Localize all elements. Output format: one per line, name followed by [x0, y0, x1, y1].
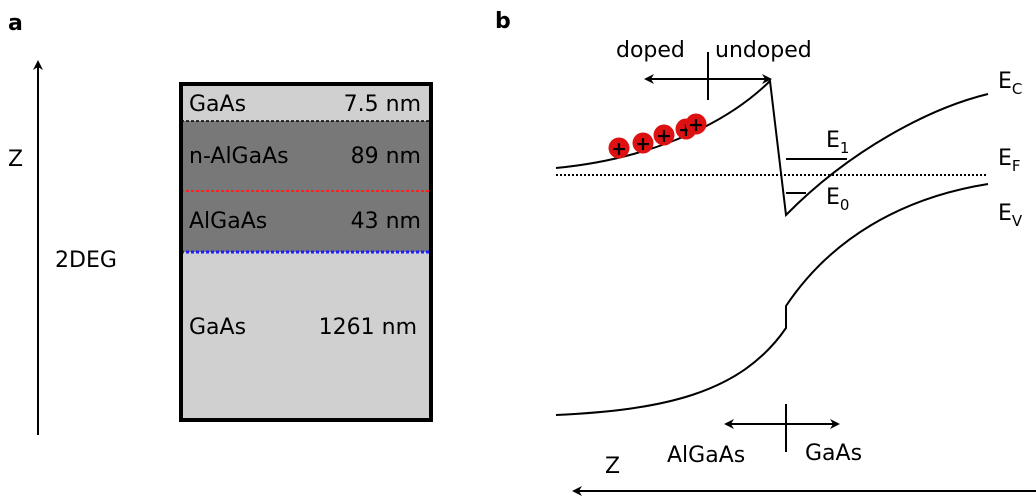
donor-ion: + [632, 132, 654, 155]
gaas-label: GaAs [805, 441, 862, 466]
layer-1-material: GaAs [189, 92, 246, 117]
panel-b: b doped undoped + + + [495, 9, 1036, 496]
layer-2-thickness: 89 nm [351, 144, 421, 169]
layer-stack-border [179, 82, 433, 422]
level-e1-label: E1 [826, 128, 849, 157]
donor-ion: + [653, 124, 675, 147]
svg-text:+: + [635, 133, 651, 155]
svg-text:+: + [688, 114, 704, 136]
fermi-level-label: EF [998, 146, 1021, 175]
svg-text:+: + [656, 125, 672, 147]
level-e0-label: E0 [826, 185, 849, 214]
svg-text:+: + [611, 138, 627, 160]
panel-a-label: a [8, 11, 23, 36]
layer-algaas-spacer [181, 192, 431, 252]
undoped-label: undoped [715, 38, 812, 63]
conduction-band-label: EC [998, 69, 1022, 98]
layer-n-algaas [181, 121, 431, 192]
valence-band-curve [555, 183, 989, 416]
layer-gaas-buffer [181, 252, 431, 420]
conduction-band-curve [555, 78, 989, 218]
z-axis-label-b: Z [605, 454, 620, 479]
panel-a: a Z 2DEG GaAs 7.5 nm n-AlGaAs 89 nm AlGa… [8, 11, 433, 435]
twodeg-label: 2DEG [55, 248, 117, 273]
doped-label: doped [616, 38, 685, 63]
layer-1-thickness: 7.5 nm [344, 92, 421, 117]
layer-3-material: AlGaAs [189, 209, 267, 234]
donor-ion: + [685, 113, 707, 136]
valence-band-label: EV [998, 201, 1023, 230]
z-axis-label: Z [8, 147, 23, 172]
layer-4-material: GaAs [189, 315, 246, 340]
algaas-label: AlGaAs [667, 443, 745, 468]
layer-2-material: n-AlGaAs [189, 144, 289, 169]
layer-4-thickness: 1261 nm [319, 315, 417, 340]
layer-gaas-cap [181, 84, 431, 121]
ionized-donors: + + + + + [608, 113, 707, 160]
donor-ion: + [608, 137, 630, 160]
panel-b-label: b [495, 9, 511, 34]
layer-3-thickness: 43 nm [351, 209, 421, 234]
